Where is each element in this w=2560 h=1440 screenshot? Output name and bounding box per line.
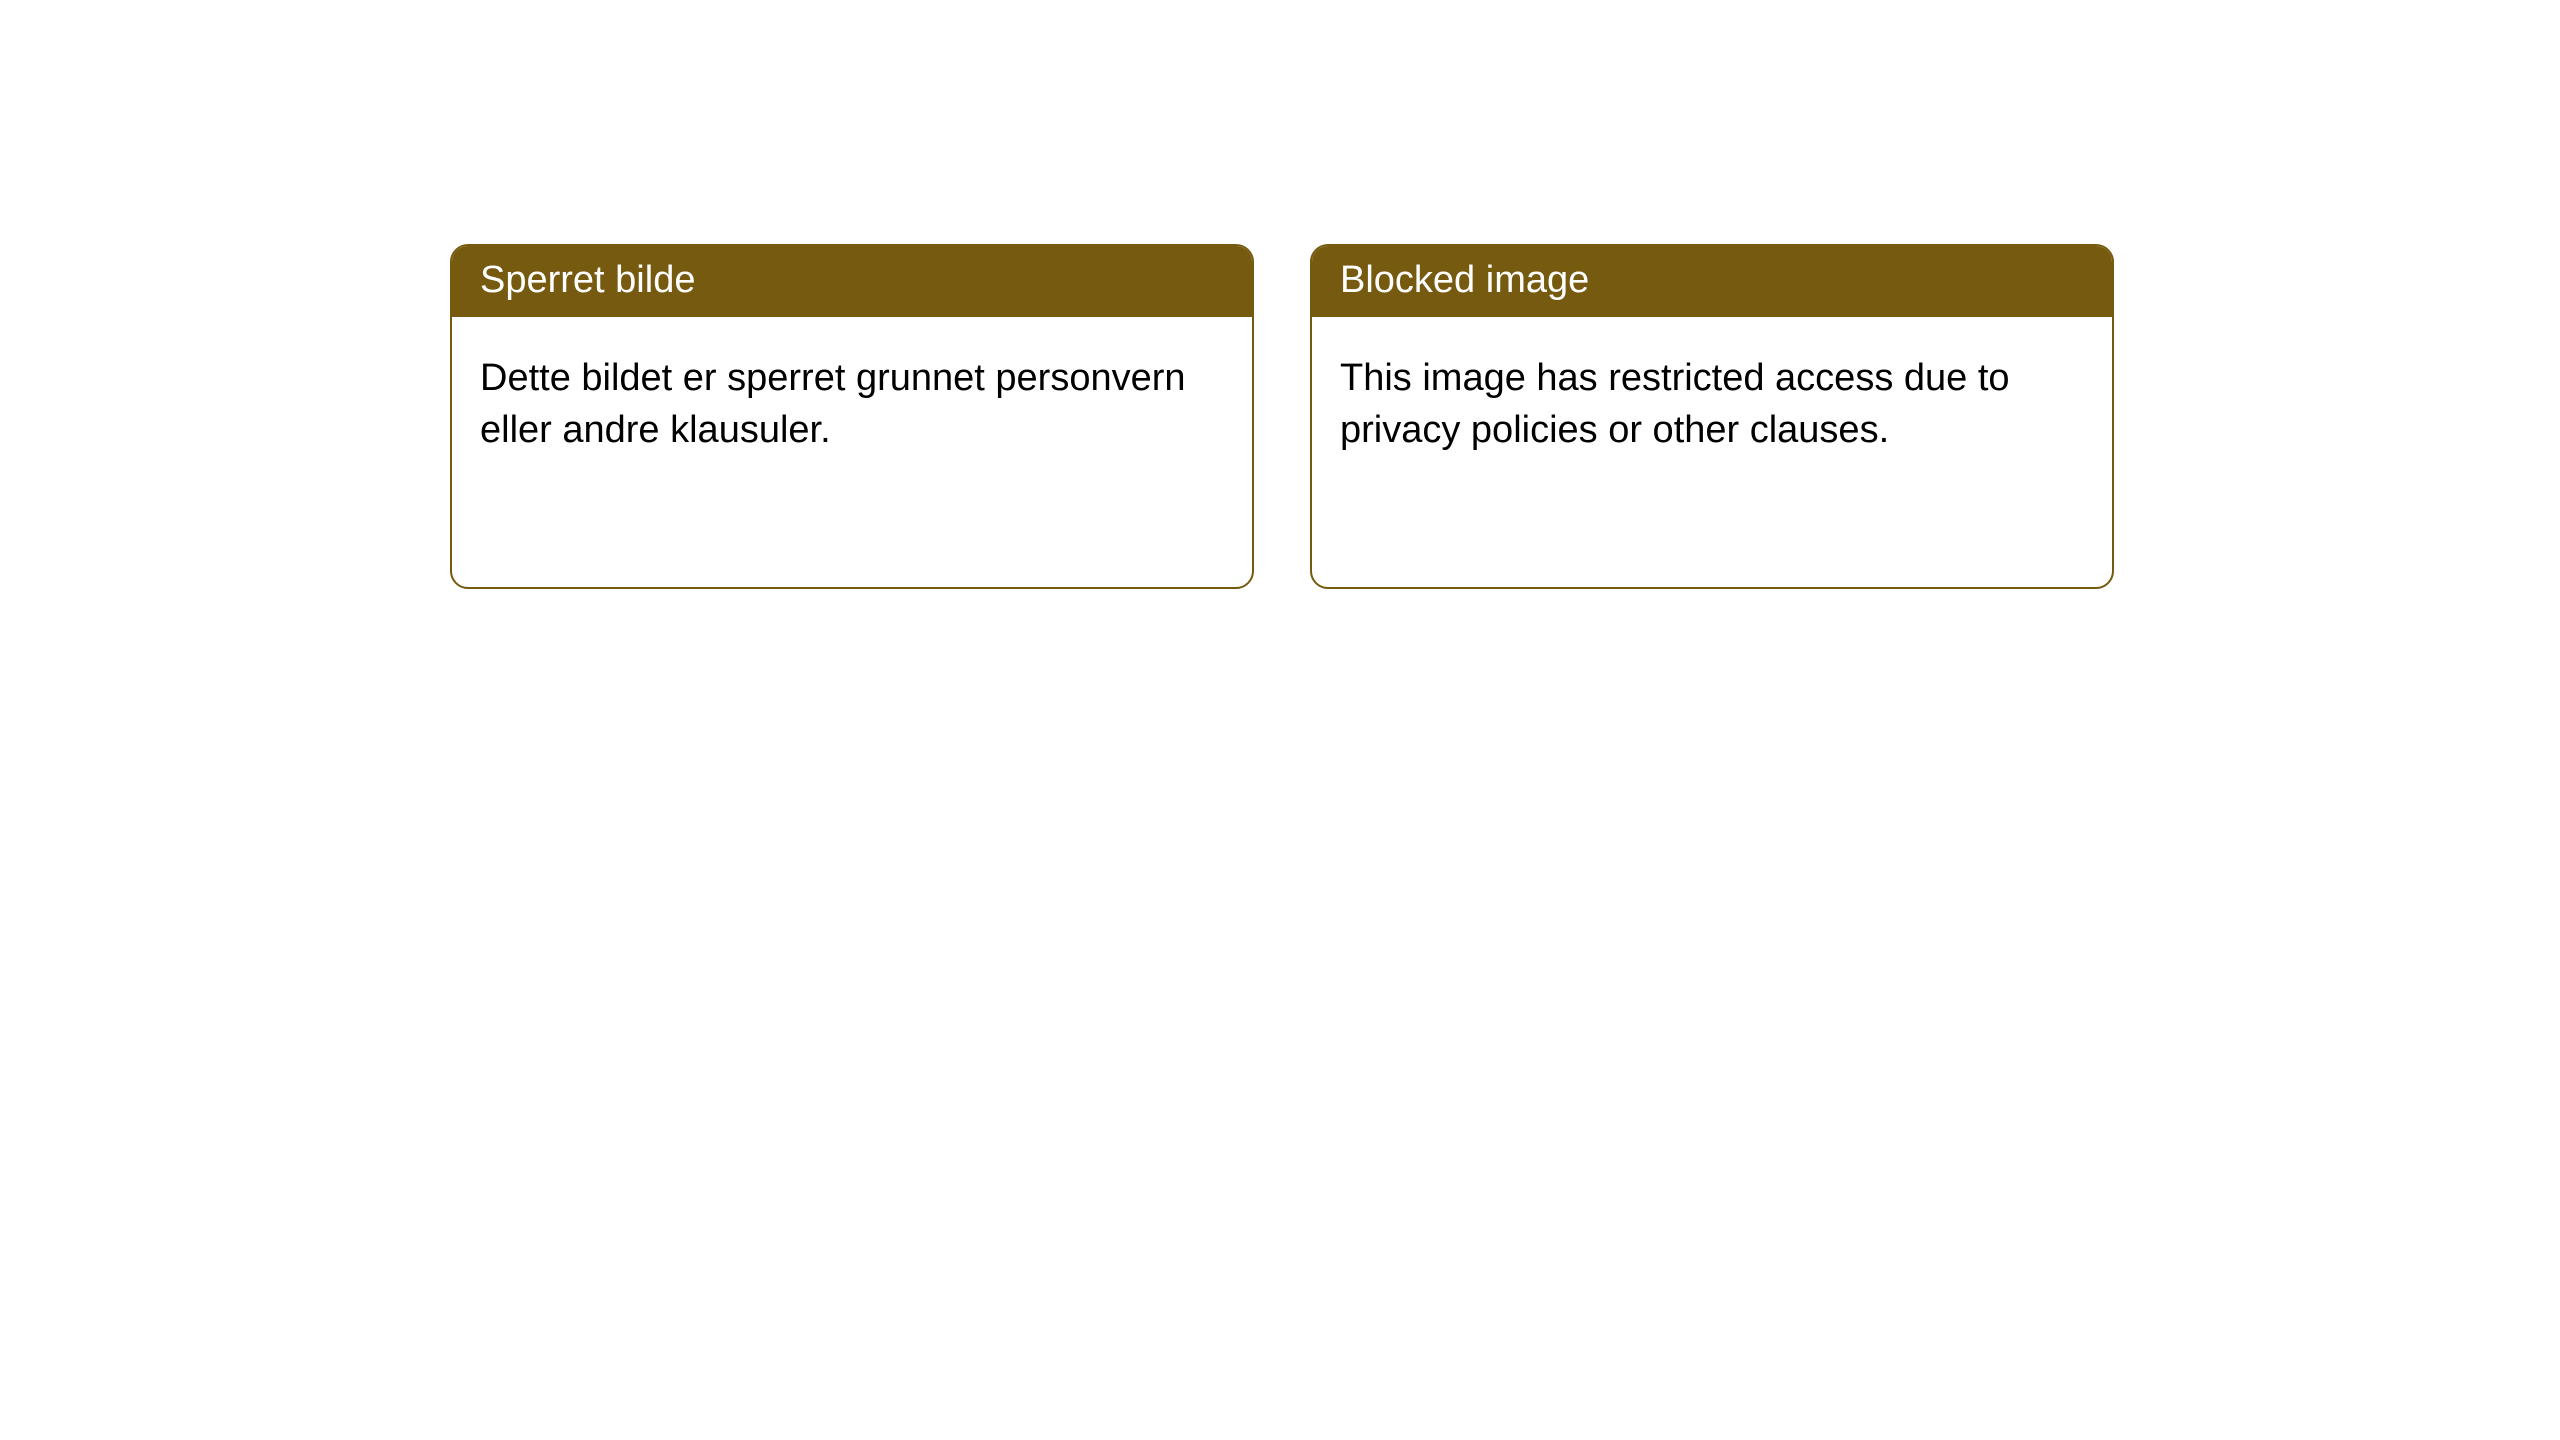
- notice-card-english: Blocked image This image has restricted …: [1310, 244, 2114, 589]
- card-header: Sperret bilde: [452, 246, 1252, 317]
- card-body: Dette bildet er sperret grunnet personve…: [452, 317, 1252, 587]
- notice-cards-container: Sperret bilde Dette bildet er sperret gr…: [0, 0, 2560, 589]
- card-header: Blocked image: [1312, 246, 2112, 317]
- card-body: This image has restricted access due to …: [1312, 317, 2112, 587]
- notice-card-norwegian: Sperret bilde Dette bildet er sperret gr…: [450, 244, 1254, 589]
